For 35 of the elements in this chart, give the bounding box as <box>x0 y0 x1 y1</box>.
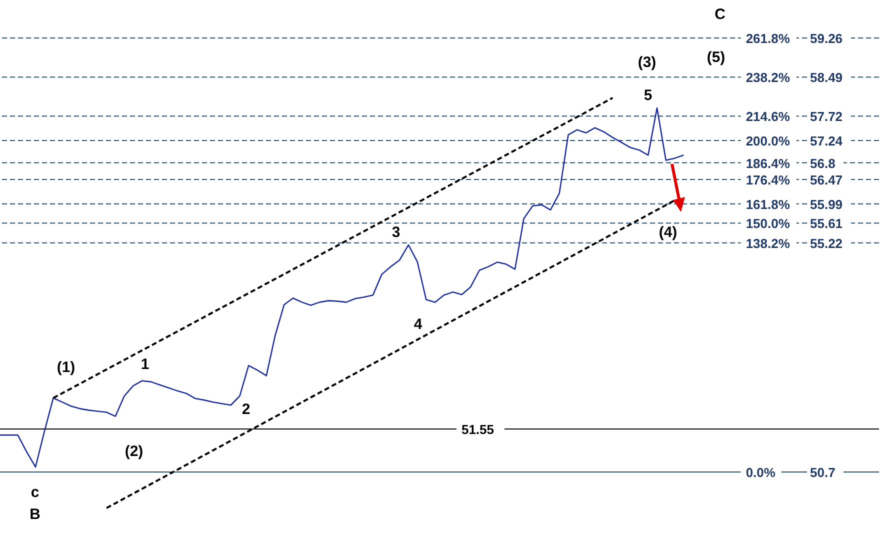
y-tick-label: 56.8 <box>810 156 836 171</box>
annotation: 2 <box>242 401 250 418</box>
annotation: 0.0% <box>746 465 776 480</box>
annotation: (1) <box>56 359 76 376</box>
annotation: 161.8% <box>746 196 790 212</box>
annotation: 4 <box>414 316 423 333</box>
annotation: (5) <box>706 49 726 66</box>
y-tick-label: 59.26 <box>810 31 843 46</box>
y-tick-label: 55.99 <box>810 196 843 212</box>
annotation: 200.0% <box>746 133 790 148</box>
annotation: 5 <box>644 87 652 104</box>
annotation: B <box>30 506 41 523</box>
annotation: c <box>30 484 40 501</box>
ref-line-label: 51.55 <box>461 422 494 437</box>
y-tick-label: 57.72 <box>810 109 843 124</box>
annotation: 261.8% <box>746 31 790 46</box>
y-tick-label: 50.7 <box>810 465 836 480</box>
annotation: 186.4% <box>746 156 790 171</box>
annotation: 1 <box>140 356 150 373</box>
annotation: (2) <box>124 443 144 460</box>
annotation: C <box>714 6 726 23</box>
annotation: 214.6% <box>746 109 790 124</box>
annotation: 176.4% <box>746 172 790 188</box>
y-tick-label: 57.24 <box>810 133 844 148</box>
annotation: (4) <box>658 224 678 241</box>
annotation: 3 <box>392 224 400 241</box>
line-series <box>0 107 684 468</box>
annotation: 150.0% <box>746 216 790 232</box>
y-tick-label: 55.61 <box>810 216 843 232</box>
annotation: 138.2% <box>746 236 790 251</box>
annotation: 238.2% <box>746 70 790 86</box>
y-tick-label: 56.47 <box>810 172 843 188</box>
annotation: (3) <box>638 54 656 71</box>
y-tick-label: 58.49 <box>810 70 843 86</box>
y-tick-label: 55.22 <box>810 236 843 251</box>
